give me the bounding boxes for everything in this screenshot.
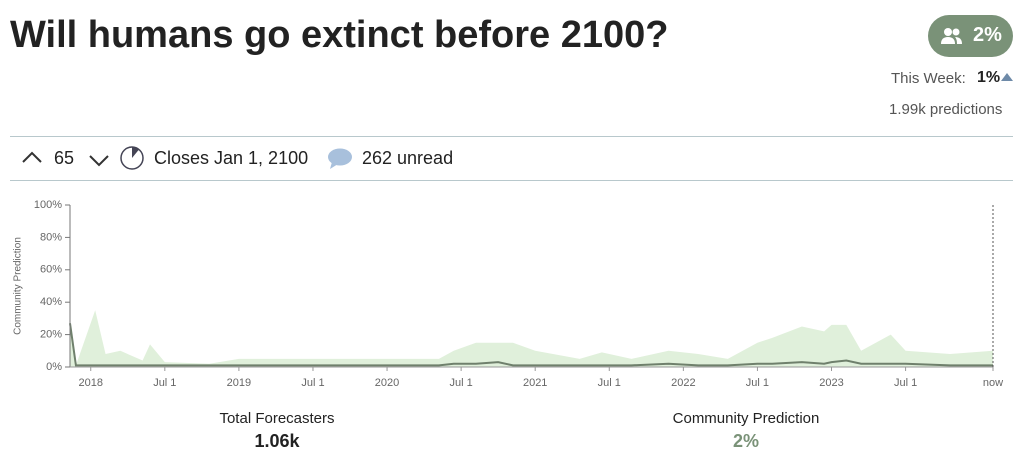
y-tick-label: 0% <box>46 361 62 373</box>
week-value: 1% <box>977 69 1001 86</box>
y-tick-label: 80% <box>40 231 62 243</box>
x-tick-label: Jul 1 <box>598 377 621 389</box>
prediction-label: Community Prediction <box>672 410 820 427</box>
upvote[interactable] <box>20 148 44 168</box>
y-tick-label: 40% <box>40 296 62 308</box>
x-tick-label: Jul 1 <box>894 377 917 389</box>
question-title: Will humans go extinct before 2100? <box>10 14 669 56</box>
prediction-value: 2% <box>732 431 759 451</box>
prediction-badge[interactable]: 2% <box>928 15 1013 57</box>
clock-icon <box>120 146 144 170</box>
predictions-count: 1.99k predictions <box>889 101 1003 118</box>
closes-date: Closes Jan 1, 2100 <box>154 148 309 168</box>
y-tick-label: 20% <box>40 329 62 341</box>
comments-count[interactable]: 262 unread <box>362 148 454 168</box>
y-axis-label: Community Prediction <box>13 237 24 335</box>
x-tick-label: 2020 <box>375 377 399 389</box>
x-tick-label: Jul 1 <box>153 377 176 389</box>
divider <box>10 180 1013 181</box>
x-tick-label: Jul 1 <box>746 377 769 389</box>
divider <box>10 136 1013 137</box>
up-triangle <box>1001 73 1013 81</box>
x-tick-label: 2019 <box>227 377 251 389</box>
users-icon <box>941 28 962 44</box>
x-tick-label: 2018 <box>78 377 102 389</box>
downvote[interactable] <box>87 150 111 170</box>
median-line <box>69 323 993 367</box>
range-area <box>70 310 993 367</box>
x-tick-label: 2021 <box>523 377 547 389</box>
chart: Community Prediction 0% 20% 40% 60% 80% 100% 2… <box>13 199 1004 389</box>
x-tick-label: now <box>983 377 1003 389</box>
x-tick-label: Jul 1 <box>301 377 324 389</box>
forecasters-value: 1.06k <box>254 431 300 451</box>
vote-count: 65 <box>54 148 75 168</box>
x-tick-label: 2023 <box>819 377 843 389</box>
y-tick-label: 60% <box>40 264 62 276</box>
x-tick-label: Jul 1 <box>450 377 473 389</box>
week-label: This Week: <box>891 70 966 87</box>
badge-value: 2% <box>973 24 1002 46</box>
x-tick-label: 2022 <box>671 377 695 389</box>
y-tick-label: 100% <box>34 199 62 211</box>
comment-icon[interactable] <box>326 147 354 171</box>
forecasters-label: Total Forecasters <box>219 410 335 427</box>
